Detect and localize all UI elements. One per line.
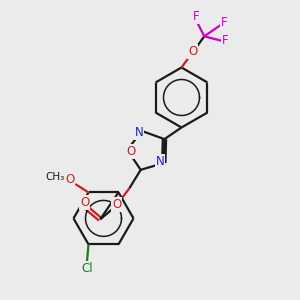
Text: N: N (156, 155, 164, 168)
Text: F: F (193, 10, 199, 23)
Text: F: F (222, 34, 229, 47)
Text: O: O (112, 198, 121, 212)
Text: Cl: Cl (81, 262, 93, 275)
Text: O: O (188, 45, 197, 58)
Text: CH₃: CH₃ (45, 172, 64, 182)
Text: N: N (134, 126, 143, 139)
Text: O: O (126, 145, 135, 158)
Text: O: O (80, 196, 89, 209)
Text: F: F (221, 16, 228, 29)
Text: O: O (65, 173, 74, 186)
